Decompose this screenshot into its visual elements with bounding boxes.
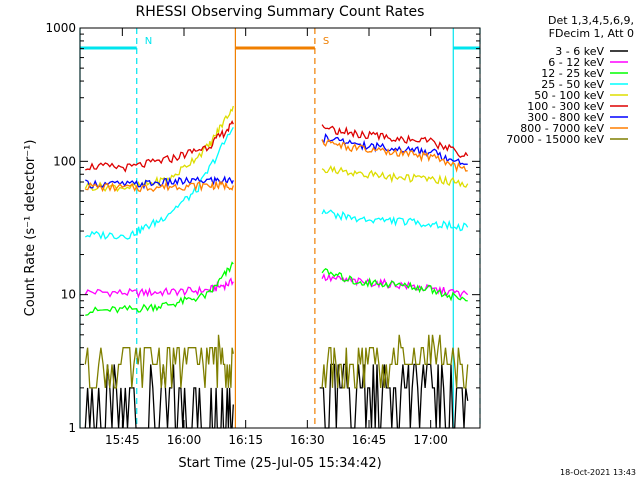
series-4	[84, 105, 469, 193]
series-7	[85, 138, 468, 193]
series-line-3-seg-0	[84, 126, 234, 240]
footer-date: 18-Oct-2021 13:43	[560, 468, 636, 477]
y-axis-label: Count Rate (s⁻¹ detector⁻¹)	[23, 140, 38, 317]
legend: Det 1,3,4,5,6,9, FDecim 1, Att 0 3 - 6 k…	[506, 14, 634, 146]
saa-band-label: S	[323, 36, 329, 47]
series-8	[84, 334, 469, 389]
y-tick-label-3: 1000	[45, 21, 76, 35]
legend-label-3: 25 - 50 keV	[541, 78, 604, 91]
legend-label-2: 12 - 25 keV	[541, 67, 604, 80]
series-line-0-seg-0	[84, 364, 234, 429]
x-tick-label-1: 16:00	[167, 433, 202, 447]
series-line-8-seg-0	[84, 334, 234, 389]
legend-label-1: 6 - 12 keV	[548, 56, 604, 69]
series-layer	[84, 105, 469, 429]
y-tick-label-0: 1	[68, 421, 76, 435]
series-line-7-seg-0	[85, 179, 234, 193]
x-axis-label: Start Time (25-Jul-05 15:34:42)	[178, 456, 381, 471]
series-line-2-seg-1	[321, 268, 468, 302]
series-line-3-seg-1	[321, 208, 469, 232]
chart-title: RHESSI Observing Summary Count Rates	[136, 4, 425, 20]
legend-label-6: 300 - 800 keV	[527, 111, 604, 124]
legend-label-8: 7000 - 15000 keV	[506, 133, 604, 146]
series-line-7-seg-1	[321, 138, 468, 173]
y-tick-label-1: 10	[61, 288, 76, 302]
y-tick-label-2: 100	[53, 154, 76, 168]
legend-label-5: 100 - 300 keV	[527, 100, 604, 113]
night-band-label: N	[145, 36, 152, 47]
series-line-8-seg-1	[321, 334, 469, 389]
series-line-1-seg-0	[84, 277, 234, 299]
plot-frame	[79, 27, 481, 429]
series-line-4-seg-1	[321, 164, 469, 188]
legend-label-4: 50 - 100 keV	[534, 89, 604, 102]
series-line-5-seg-1	[321, 124, 469, 159]
series-line-5-seg-0	[85, 119, 234, 173]
series-2	[85, 261, 468, 316]
series-1	[84, 272, 469, 299]
series-line-6-seg-0	[85, 175, 234, 190]
series-line-6-seg-1	[321, 133, 468, 166]
legend-label-7: 800 - 7000 keV	[520, 122, 604, 135]
series-line-4-seg-0	[84, 105, 234, 193]
x-tick-label-3: 16:30	[290, 433, 325, 447]
series-3	[84, 126, 469, 240]
x-tick-label-5: 17:00	[413, 433, 448, 447]
series-line-0-seg-1	[319, 363, 469, 429]
legend-header-line-2: FDecim 1, Att 0	[549, 27, 634, 40]
x-tick-label-2: 16:15	[228, 433, 263, 447]
series-line-2-seg-0	[85, 261, 234, 316]
x-tick-label-0: 15:45	[105, 433, 140, 447]
legend-label-0: 3 - 6 keV	[555, 45, 604, 58]
x-tick-label-4: 16:45	[352, 433, 387, 447]
axis-ticks: 15:45 16:00 16:15 16:30 16:45 17:00 1 10 100 1000	[45, 21, 480, 447]
series-5	[85, 119, 469, 173]
legend-header-line-1: Det 1,3,4,5,6,9,	[548, 14, 634, 27]
